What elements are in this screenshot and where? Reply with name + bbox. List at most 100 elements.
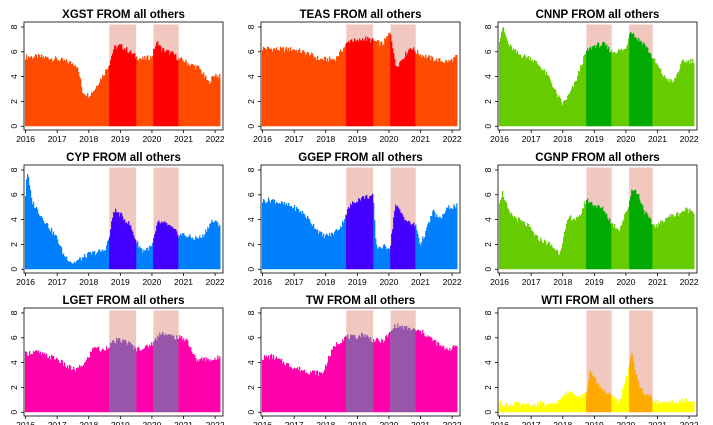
x-tick-label: 2017 bbox=[522, 420, 541, 425]
y-tick-label: 0 bbox=[9, 267, 19, 272]
y-tick-label: 4 bbox=[483, 360, 493, 365]
chart-title: LGET FROM all others bbox=[62, 295, 184, 307]
y-tick-label: 2 bbox=[246, 99, 256, 104]
series-area-highlight bbox=[346, 34, 416, 127]
x-tick-label: 2019 bbox=[111, 277, 130, 287]
series-area bbox=[24, 335, 221, 413]
y-tick-label: 4 bbox=[246, 217, 256, 222]
x-tick-label: 2020 bbox=[379, 420, 398, 425]
plot-frame bbox=[497, 21, 698, 131]
y-tick-label: 6 bbox=[246, 192, 256, 197]
chart-title: CYP FROM all others bbox=[66, 152, 181, 164]
x-tick-label: 2019 bbox=[348, 134, 367, 144]
plot-frame bbox=[23, 307, 224, 417]
y-tick-label: 6 bbox=[9, 49, 19, 54]
y-tick-label: 2 bbox=[9, 242, 19, 247]
y-tick-label: 8 bbox=[483, 24, 493, 29]
y-tick-label: 4 bbox=[9, 74, 19, 79]
x-tick-label: 2019 bbox=[585, 134, 604, 144]
x-tick-label: 2022 bbox=[206, 277, 225, 287]
plot-frame bbox=[497, 164, 698, 274]
x-tick-label: 2016 bbox=[16, 134, 35, 144]
series-area bbox=[261, 329, 458, 413]
chart-title: CNNP FROM all others bbox=[536, 9, 660, 21]
chart-panel-4: CYP FROM all others 0 2 4 6 8 2016 2017 2018 2019… bbox=[9, 152, 225, 287]
x-tick-label: 2022 bbox=[443, 420, 462, 425]
plot-frame bbox=[23, 164, 224, 274]
series-area-highlight bbox=[346, 193, 416, 270]
x-tick-label: 2022 bbox=[206, 420, 225, 425]
x-tick-label: 2020 bbox=[616, 420, 635, 425]
y-tick-label: 6 bbox=[9, 335, 19, 340]
x-tick-label: 2017 bbox=[48, 134, 67, 144]
x-tick-label: 2017 bbox=[48, 277, 67, 287]
x-tick-label: 2022 bbox=[680, 420, 699, 425]
plot-frame bbox=[260, 164, 461, 274]
x-tick-label: 2021 bbox=[648, 134, 667, 144]
x-tick-label: 2016 bbox=[16, 420, 35, 425]
x-tick-label: 2020 bbox=[616, 277, 635, 287]
x-tick-label: 2018 bbox=[316, 277, 335, 287]
x-tick-label: 2019 bbox=[585, 420, 604, 425]
chart-panel-2: TEAS FROM all others 0 2 4 6 8 2016 2017 2018 201… bbox=[246, 9, 462, 144]
y-tick-label: 8 bbox=[246, 310, 256, 315]
y-tick-label: 8 bbox=[483, 167, 493, 172]
chart-title: WTI FROM all others bbox=[541, 295, 653, 307]
y-tick-label: 2 bbox=[9, 99, 19, 104]
y-tick-label: 0 bbox=[246, 410, 256, 415]
y-tick-label: 8 bbox=[246, 24, 256, 29]
y-tick-label: 4 bbox=[483, 217, 493, 222]
series-area-highlight bbox=[586, 32, 653, 127]
x-tick-label: 2020 bbox=[142, 277, 161, 287]
x-tick-label: 2018 bbox=[79, 420, 98, 425]
x-tick-label: 2022 bbox=[206, 134, 225, 144]
chart-panel-1: XGST FROM all others 0 2 4 6 8 2016 2017 2018 201… bbox=[9, 9, 225, 144]
x-tick-label: 2021 bbox=[411, 277, 430, 287]
x-tick-label: 2018 bbox=[316, 134, 335, 144]
series-area-highlight bbox=[109, 208, 179, 270]
y-tick-label: 6 bbox=[9, 192, 19, 197]
x-tick-label: 2019 bbox=[111, 134, 130, 144]
x-tick-label: 2017 bbox=[285, 134, 304, 144]
x-tick-label: 2019 bbox=[585, 277, 604, 287]
chart-panel-5: GGEP FROM all others 0 2 4 6 8 2016 2017 2018 201… bbox=[246, 152, 462, 287]
x-tick-label: 2022 bbox=[443, 277, 462, 287]
chart-panel-3: CNNP FROM all others 0 2 4 6 8 2016 2017 2018 201… bbox=[483, 9, 699, 144]
x-tick-label: 2020 bbox=[142, 420, 161, 425]
x-tick-label: 2016 bbox=[253, 420, 272, 425]
series-area bbox=[498, 191, 695, 270]
chart-panel-6: CGNP FROM all others 0 2 4 6 8 2016 2017 2018 201… bbox=[483, 152, 699, 287]
x-tick-label: 2016 bbox=[490, 420, 509, 425]
x-tick-label: 2021 bbox=[648, 420, 667, 425]
y-tick-label: 0 bbox=[9, 410, 19, 415]
x-tick-label: 2021 bbox=[648, 277, 667, 287]
x-tick-label: 2016 bbox=[490, 277, 509, 287]
y-tick-label: 4 bbox=[9, 360, 19, 365]
x-tick-label: 2021 bbox=[411, 134, 430, 144]
series-area bbox=[498, 27, 695, 127]
y-tick-label: 4 bbox=[246, 74, 256, 79]
chart-title: GGEP FROM all others bbox=[298, 152, 422, 164]
chart-title: TW FROM all others bbox=[306, 295, 415, 307]
chart-panel-9: WTI FROM all others 0 2 4 6 8 2016 2017 2018 2019… bbox=[483, 295, 699, 425]
series-area-highlight bbox=[109, 331, 179, 413]
y-tick-label: 0 bbox=[246, 267, 256, 272]
y-tick-label: 4 bbox=[483, 74, 493, 79]
x-tick-label: 2022 bbox=[680, 277, 699, 287]
y-tick-label: 2 bbox=[246, 385, 256, 390]
series-area-highlight bbox=[586, 353, 653, 413]
y-tick-label: 8 bbox=[9, 24, 19, 29]
y-tick-label: 6 bbox=[483, 335, 493, 340]
y-tick-label: 0 bbox=[483, 124, 493, 129]
series-area bbox=[261, 32, 458, 127]
chart-title: TEAS FROM all others bbox=[299, 9, 421, 21]
x-tick-label: 2019 bbox=[111, 420, 130, 425]
y-tick-label: 2 bbox=[9, 385, 19, 390]
y-tick-label: 0 bbox=[483, 267, 493, 272]
chart-title: XGST FROM all others bbox=[62, 9, 185, 21]
y-tick-label: 8 bbox=[246, 167, 256, 172]
x-tick-label: 2016 bbox=[253, 277, 272, 287]
plot-frame bbox=[23, 21, 224, 131]
x-tick-label: 2018 bbox=[316, 420, 335, 425]
